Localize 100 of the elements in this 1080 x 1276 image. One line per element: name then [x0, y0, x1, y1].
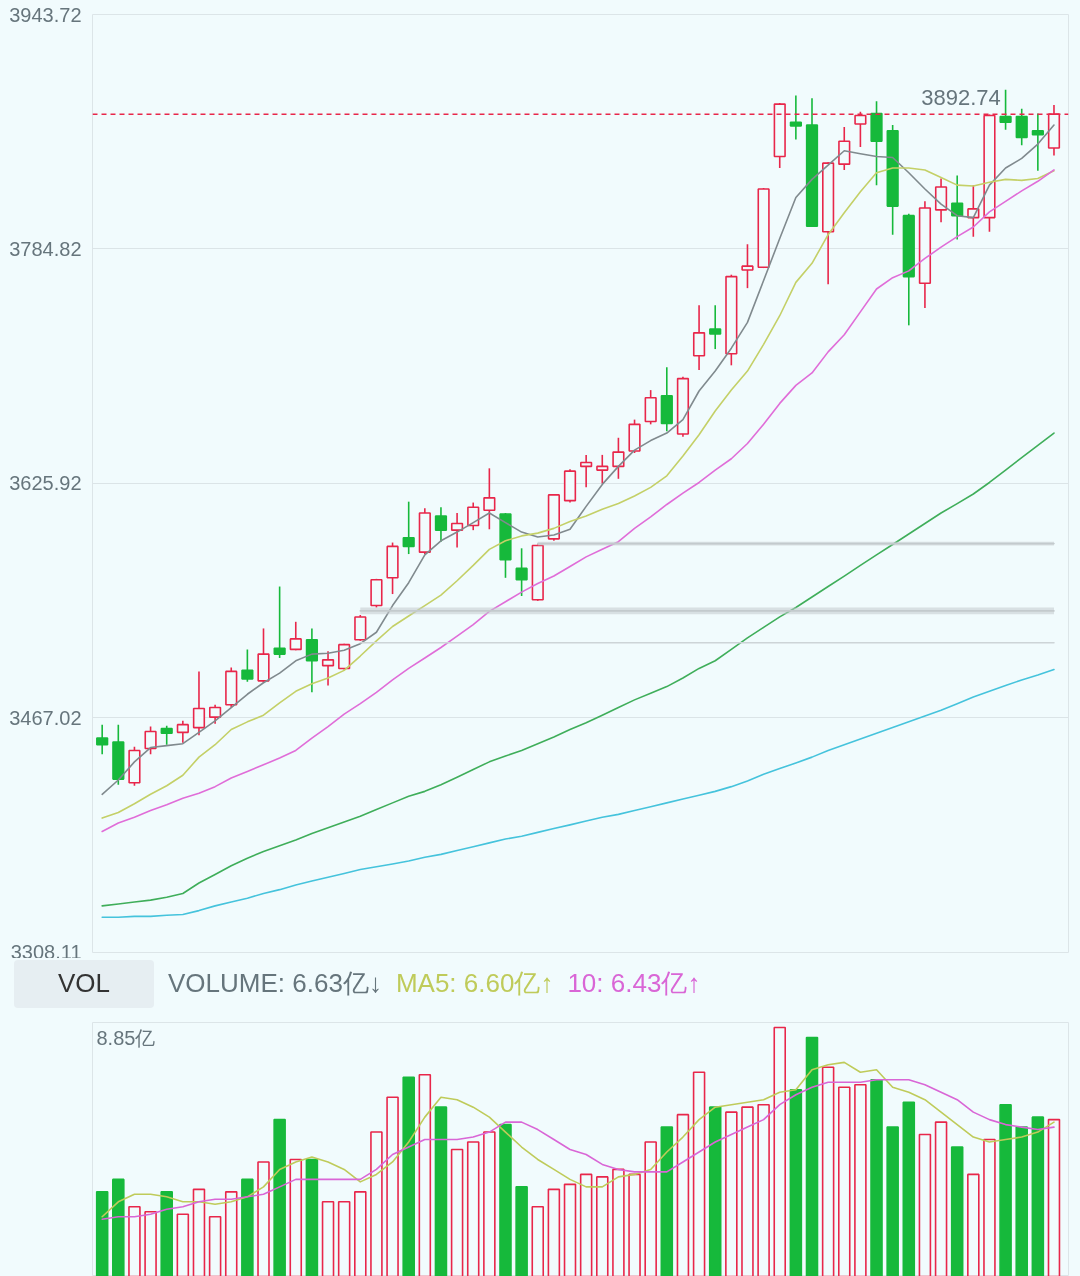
annotation: 8.85亿	[96, 1026, 156, 1049]
bar	[402, 1076, 415, 1276]
y-tick-label: 3943.72	[9, 3, 82, 26]
bar	[1015, 1126, 1028, 1276]
bar	[644, 1141, 657, 1276]
candlestick	[515, 547, 528, 597]
line-series	[101, 432, 1055, 907]
bar	[466, 1141, 480, 1276]
bar	[95, 1191, 109, 1276]
candlestick	[467, 501, 480, 531]
candlestick	[208, 703, 222, 725]
bar	[483, 1131, 496, 1276]
candlestick	[789, 94, 802, 141]
bar	[837, 1086, 851, 1276]
candlestick	[160, 724, 173, 746]
bar	[821, 1066, 835, 1276]
candlestick	[402, 500, 415, 555]
bar	[354, 1191, 367, 1276]
candlestick	[354, 614, 367, 642]
bar	[934, 1121, 948, 1276]
bar	[773, 1026, 787, 1276]
bar	[789, 1088, 803, 1276]
candlestick	[241, 648, 254, 683]
bar	[224, 1191, 238, 1276]
y-tick-label: 3467.02	[9, 706, 82, 729]
bar	[531, 1205, 545, 1276]
bar	[563, 1183, 577, 1276]
bar	[902, 1101, 916, 1276]
bar	[499, 1123, 512, 1276]
text: 10: 6.43亿↑	[567, 967, 701, 1001]
bar	[579, 1173, 593, 1276]
bar	[112, 1178, 125, 1276]
bar	[289, 1158, 303, 1276]
text: VOL	[58, 968, 111, 999]
bar	[241, 1178, 254, 1276]
bar	[370, 1131, 383, 1276]
candlestick	[596, 454, 609, 485]
bar	[805, 1036, 819, 1276]
bar	[628, 1173, 641, 1276]
bar	[1031, 1116, 1045, 1276]
candlestick	[450, 512, 464, 549]
y-tick-label: 3308.11	[10, 940, 82, 963]
bar	[192, 1188, 206, 1276]
bar	[612, 1168, 625, 1276]
bar	[418, 1073, 432, 1276]
candlestick	[483, 467, 496, 531]
bar	[176, 1213, 190, 1276]
candlestick	[934, 177, 948, 224]
bar	[660, 1126, 674, 1276]
bar	[144, 1210, 157, 1276]
candlestick	[321, 650, 335, 687]
candlestick	[176, 720, 189, 744]
candlestick	[273, 585, 286, 659]
bar	[870, 1078, 883, 1276]
bar	[160, 1191, 173, 1276]
bar	[547, 1188, 561, 1276]
candlestick	[1031, 112, 1044, 172]
candlestick	[709, 304, 722, 350]
candlestick	[434, 506, 448, 543]
bar	[918, 1133, 932, 1276]
text: MA5: 6.60亿↑	[395, 967, 554, 1001]
candlestick	[1015, 108, 1028, 146]
bar	[692, 1071, 706, 1276]
bar	[757, 1103, 770, 1276]
bar	[595, 1176, 609, 1276]
candlestick	[999, 88, 1012, 131]
bar	[967, 1173, 980, 1276]
bar	[273, 1118, 286, 1276]
y-tick-label: 3784.82	[9, 238, 82, 260]
candlestick	[692, 304, 706, 371]
bar	[999, 1103, 1012, 1276]
bar	[854, 1083, 867, 1276]
bar	[741, 1106, 754, 1276]
bar	[676, 1113, 690, 1276]
candlestick	[741, 243, 754, 289]
candlestick	[289, 621, 302, 652]
candlestick	[192, 670, 206, 736]
candlestick	[96, 723, 109, 756]
bar	[128, 1205, 141, 1276]
bar	[450, 1148, 464, 1276]
bar	[886, 1126, 899, 1276]
text: VOLUME: 6.63亿↓	[168, 967, 382, 1001]
candlestick	[305, 627, 319, 694]
bar	[386, 1096, 399, 1276]
candlestick	[144, 725, 157, 756]
bar	[257, 1161, 270, 1276]
bar	[337, 1200, 351, 1276]
candlestick	[644, 389, 657, 426]
bar	[983, 1138, 996, 1276]
bar	[1047, 1118, 1061, 1276]
bar	[208, 1215, 222, 1276]
bar	[708, 1106, 722, 1276]
bar	[950, 1146, 964, 1276]
y-tick-label: 3625.92	[9, 472, 82, 495]
bar	[305, 1158, 319, 1276]
candlestick	[580, 454, 593, 489]
bar	[515, 1186, 528, 1276]
line-series	[101, 668, 1055, 919]
annotation: 3892.74	[921, 84, 1001, 110]
bar	[725, 1111, 738, 1276]
